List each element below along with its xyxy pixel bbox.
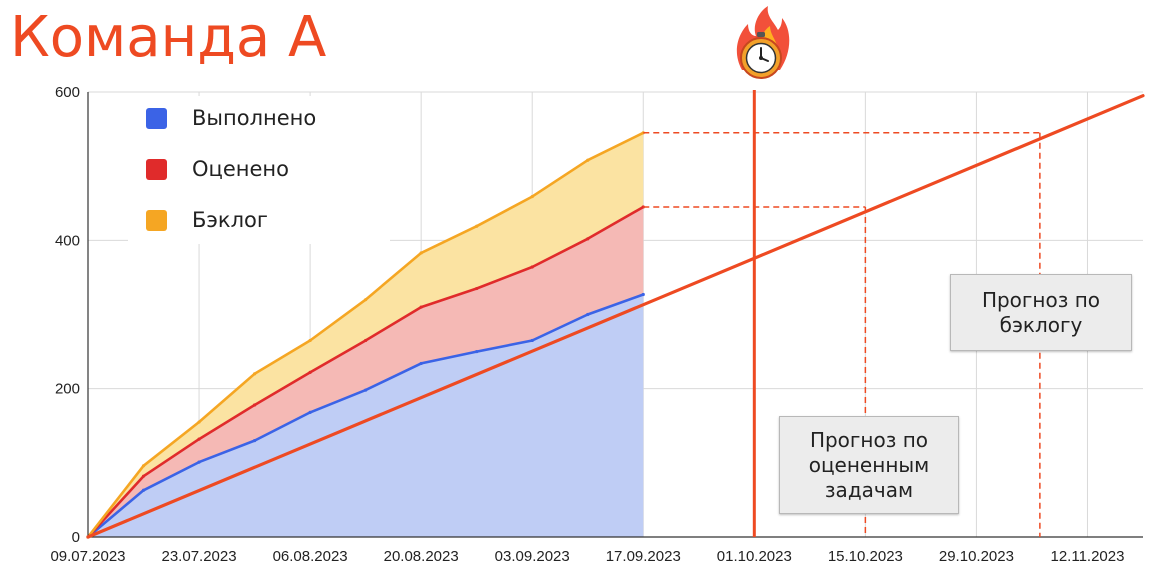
- backlog-area: [88, 132, 644, 538]
- legend-background: [128, 96, 390, 244]
- backlog-legend-swatch: [146, 210, 167, 231]
- backlog-point: [364, 298, 368, 302]
- backlog-point: [419, 251, 423, 255]
- done-legend-swatch: [146, 108, 167, 129]
- estimated-point: [141, 474, 146, 478]
- estimated-point: [364, 338, 368, 343]
- x-tick-label: 01.10.2023: [717, 548, 792, 565]
- done-point: [419, 361, 423, 366]
- done-point: [308, 410, 312, 414]
- x-tick-label: 29.10.2023: [939, 548, 1014, 565]
- forecast-backlog-callout: Прогноз по бэклогу: [950, 274, 1132, 351]
- backlog-point: [141, 464, 146, 468]
- done-legend-label: Выполнено: [192, 106, 316, 130]
- done-point: [141, 488, 146, 492]
- backlog-point: [252, 372, 257, 376]
- done-point: [475, 349, 479, 354]
- estimated-point: [419, 305, 423, 309]
- forecast-backlog-label: Прогноз по бэклогу: [981, 287, 1101, 337]
- backlog-point: [586, 158, 590, 162]
- done-area: [88, 294, 644, 537]
- x-tick-label: 15.10.2023: [828, 548, 903, 565]
- x-tick-label: 20.08.2023: [384, 548, 459, 565]
- page-title: Команда А: [10, 5, 327, 70]
- backlog-legend-label: Бэклог: [192, 208, 268, 232]
- backlog-point: [475, 224, 479, 228]
- estimated-point: [530, 265, 534, 269]
- forecast-trend-line: [86, 94, 1145, 539]
- done-point: [641, 292, 645, 297]
- estimated-point: [252, 403, 257, 407]
- backlog-point: [197, 420, 201, 424]
- x-tick-label: 03.09.2023: [495, 548, 570, 565]
- x-tick-label: 06.08.2023: [273, 548, 348, 565]
- done-point: [252, 438, 257, 443]
- estimated-area: [88, 207, 644, 537]
- done-point: [586, 312, 590, 317]
- y-tick-label: 0: [72, 529, 80, 546]
- done-point: [197, 460, 201, 464]
- forecast-estimated-label: Прогноз по оцененным задачам: [808, 427, 930, 502]
- x-tick-label: 17.09.2023: [606, 548, 681, 565]
- x-tick-label: 09.07.2023: [50, 548, 125, 565]
- estimated-point: [308, 370, 312, 374]
- y-tick-label: 400: [55, 232, 80, 249]
- clock-center: [759, 56, 763, 60]
- clock-button: [757, 32, 765, 37]
- estimated-legend-swatch: [146, 159, 167, 180]
- backlog-point: [530, 194, 534, 199]
- estimated-point: [197, 437, 201, 441]
- done-point: [530, 338, 534, 343]
- forecast-estimated-callout: Прогноз по оцененным задачам: [779, 416, 959, 514]
- y-tick-label: 200: [55, 381, 80, 398]
- estimated-point: [586, 237, 590, 241]
- x-tick-label: 12.11.2023: [1050, 548, 1124, 565]
- done-point: [364, 388, 368, 392]
- estimated-point: [475, 286, 479, 291]
- backlog-point: [308, 338, 312, 343]
- y-tick-label: 600: [55, 84, 80, 101]
- x-tick-label: 23.07.2023: [162, 548, 237, 565]
- estimated-legend-label: Оценено: [192, 157, 289, 181]
